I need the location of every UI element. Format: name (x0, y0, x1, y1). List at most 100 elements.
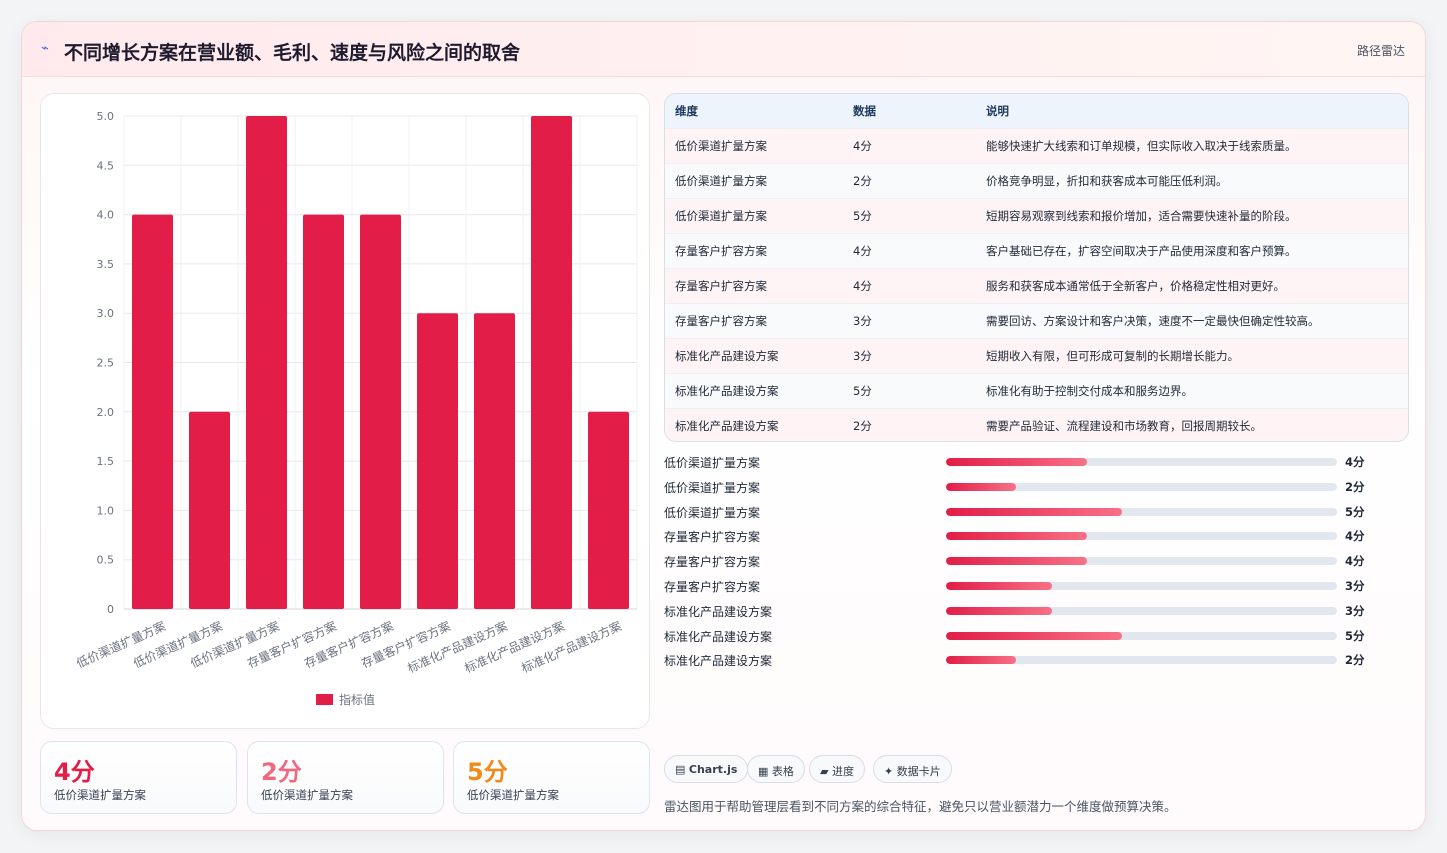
table-cell: 低价渠道扩量方案 (675, 138, 767, 153)
table-row: 存量客户扩容方案 4分 客户基础已存在，扩容空间取决于产品使用深度和客户预算。 (665, 233, 1408, 268)
progress-fill (946, 656, 1017, 665)
progress-row: 标准化产品建设方案 5分 (664, 625, 1409, 650)
table-row: 存量客户扩容方案 4分 服务和获客成本通常低于全新客户，价格稳定性相对更好。 (665, 268, 1408, 303)
legend-swatch (316, 694, 333, 705)
y-tick-label: 0 (107, 603, 114, 616)
chip-label: Chart.js (688, 763, 738, 776)
progress-row: 低价渠道扩量方案 5分 (664, 501, 1409, 526)
progress-row: 低价渠道扩量方案 2分 (664, 476, 1409, 501)
table-cell: 低价渠道扩量方案 (675, 173, 767, 188)
progress-value: 2分 (1345, 653, 1365, 668)
y-tick-label: 1.5 (97, 455, 115, 468)
page-title: 不同增长方案在营业额、毛利、速度与风险之间的取舍 (64, 42, 521, 64)
progress-fill (946, 631, 1122, 640)
bar (132, 214, 173, 609)
table-header-cell: 数据 (853, 103, 876, 118)
progress-label: 存量客户扩容方案 (664, 530, 761, 545)
table-cell: 标准化产品建设方案 (675, 383, 779, 398)
y-tick-label: 4.0 (97, 209, 115, 222)
table-cell: 短期收入有限，但可形成可复制的长期增长能力。 (986, 348, 1239, 363)
chip-label: 表格 (771, 765, 794, 778)
chip-data-card[interactable]: ✦ 数据卡片 (873, 755, 952, 783)
progress-value: 2分 (1345, 479, 1365, 494)
y-tick-label: 5.0 (97, 110, 115, 123)
bar-chart: 00.51.01.52.02.53.03.54.04.55.0低价渠道扩量方案低… (74, 110, 638, 707)
progress-track (946, 532, 1337, 541)
progress-row: 标准化产品建设方案 2分 (664, 649, 1409, 674)
table-cell: 短期容易观察到线索和报价增加，适合需要快速补量的阶段。 (986, 208, 1297, 223)
progress-row: 存量客户扩容方案 4分 (664, 550, 1409, 575)
progress-track (946, 458, 1337, 466)
stat-value: 5分 (467, 758, 508, 786)
bar (417, 313, 458, 609)
chip-progress[interactable]: ▰ 进度 (809, 755, 865, 783)
y-tick-label: 4.5 (97, 159, 115, 172)
table-cell: 客户基础已存在，扩容空间取决于产品使用深度和客户预算。 (986, 243, 1297, 258)
table-cell: 5分 (853, 383, 872, 398)
card-icon: ✦ (884, 765, 894, 778)
table-row: 标准化产品建设方案 2分 需要产品验证、流程建设和市场教育，回报周期较长。 (665, 408, 1408, 441)
progress-fill (946, 581, 1052, 590)
chip-label: 进度 (831, 765, 854, 778)
y-tick-label: 2.5 (97, 357, 115, 370)
stat-card: 2分 低价渠道扩量方案 (247, 741, 444, 814)
y-tick-label: 3.0 (97, 307, 115, 320)
table-cell: 2分 (853, 173, 872, 188)
progress-label: 标准化产品建设方案 (664, 604, 773, 619)
table-icon: ▦ (758, 765, 769, 778)
progress-row: 存量客户扩容方案 3分 (664, 575, 1409, 600)
progress-fill (946, 532, 1087, 541)
chip-label: 数据卡片 (896, 765, 941, 778)
dashboard-card: ⌁ 不同增长方案在营业额、毛利、速度与风险之间的取舍 路径雷达 0 0.5 1.0 1… (21, 21, 1426, 831)
bar (474, 313, 515, 609)
progress-value: 5分 (1345, 504, 1365, 519)
bar (360, 214, 401, 609)
chip-table[interactable]: ▦ 表格 (747, 755, 805, 783)
stat-label: 低价渠道扩量方案 (467, 788, 559, 802)
progress-fill (946, 458, 1087, 466)
table-cell: 4分 (853, 138, 872, 153)
stat-value: 4分 (54, 758, 95, 786)
table-row: 低价渠道扩量方案 4分 能够快速扩大线索和订单规模，但实际收入取决于线索质量。 (665, 128, 1408, 163)
table-row: 低价渠道扩量方案 5分 短期容易观察到线索和报价增加，适合需要快速补量的阶段。 (665, 198, 1408, 233)
x-tick-label: 标准化产品建设方案 (462, 618, 567, 676)
progress-label: 标准化产品建设方案 (664, 629, 773, 644)
table-cell: 4分 (853, 243, 872, 258)
table-row: 存量客户扩容方案 3分 需要回访、方案设计和客户决策，速度不一定最快但确定性较高。 (665, 303, 1408, 338)
stat-label: 低价渠道扩量方案 (261, 788, 353, 802)
bar (246, 116, 287, 609)
bar (531, 116, 572, 609)
progress-row: 标准化产品建设方案 3分 (664, 600, 1409, 625)
y-tick-label: 1.0 (97, 504, 115, 517)
lightning-icon: ⌁ (41, 41, 49, 56)
progress-track (946, 557, 1337, 566)
progress-value: 4分 (1345, 455, 1365, 469)
progress-track (946, 507, 1337, 516)
data-table: 维度 数据 说明 低价渠道扩量方案 4分 能够快速扩大线索和订单规模，但实际收入取决… (664, 93, 1409, 442)
stat-value: 2分 (261, 758, 302, 786)
header-tag: 路径雷达 (1356, 44, 1405, 58)
y-tick-label: 0.5 (97, 554, 115, 567)
table-cell: 5分 (853, 208, 872, 223)
progress-label: 存量客户扩容方案 (664, 555, 761, 570)
y-tick-label: 3.5 (97, 258, 115, 271)
progress-fill (946, 606, 1052, 615)
table-cell: 存量客户扩容方案 (675, 243, 767, 258)
stat-label: 低价渠道扩量方案 (54, 788, 146, 802)
progress-label: 低价渠道扩量方案 (664, 505, 761, 520)
bar (189, 411, 230, 609)
progress-fill (946, 482, 1017, 491)
progress-track (946, 656, 1337, 665)
x-tick-label: 标准化产品建设方案 (519, 618, 624, 676)
table-row: 标准化产品建设方案 3分 短期收入有限，但可形成可复制的长期增长能力。 (665, 338, 1408, 373)
progress-value: 4分 (1345, 554, 1365, 569)
chip-chartjs[interactable]: ▤ Chart.js (664, 755, 749, 783)
table-cell: 需要产品验证、流程建设和市场教育，回报周期较长。 (986, 418, 1262, 433)
table-cell: 存量客户扩容方案 (675, 278, 767, 293)
progress-value: 4分 (1345, 529, 1365, 544)
bar (303, 214, 344, 609)
stat-card: 5分 低价渠道扩量方案 (453, 741, 650, 814)
progress-value: 3分 (1345, 578, 1365, 593)
progress-track (946, 581, 1337, 590)
table-cell: 价格竞争明显，折扣和获客成本可能压低利润。 (986, 173, 1228, 188)
